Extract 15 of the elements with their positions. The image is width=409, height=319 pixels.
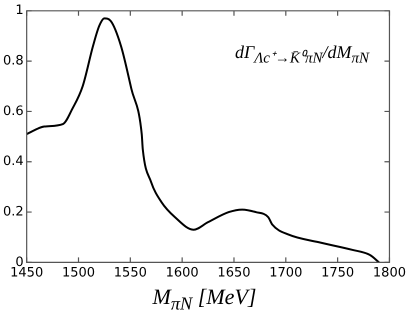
x-tick-label: 1700: [269, 266, 302, 281]
x-tick-label: 1550: [114, 266, 147, 281]
y-tick-label: 0.2: [2, 204, 24, 220]
line-series: [26, 17, 380, 262]
y-tick-label: 1: [15, 3, 24, 18]
x-tick-label: 1750: [321, 266, 354, 281]
x-tick-label: 1600: [166, 266, 199, 281]
x-tick-label: 1500: [62, 266, 96, 281]
x-tick-label: 1650: [217, 266, 251, 281]
x-tick-label: 1800: [372, 266, 406, 281]
y-tick-label: 0.8: [2, 53, 24, 68]
x-axis-title: M$_{πN}$ [MeV]: [151, 284, 258, 314]
annotation: dΓ$_{Λc⁺→K̄⁰πN}$/dM$_{πN}$: [234, 42, 369, 68]
y-tick-label: 0.6: [2, 104, 24, 119]
y-tick-label: 0.4: [2, 154, 24, 170]
